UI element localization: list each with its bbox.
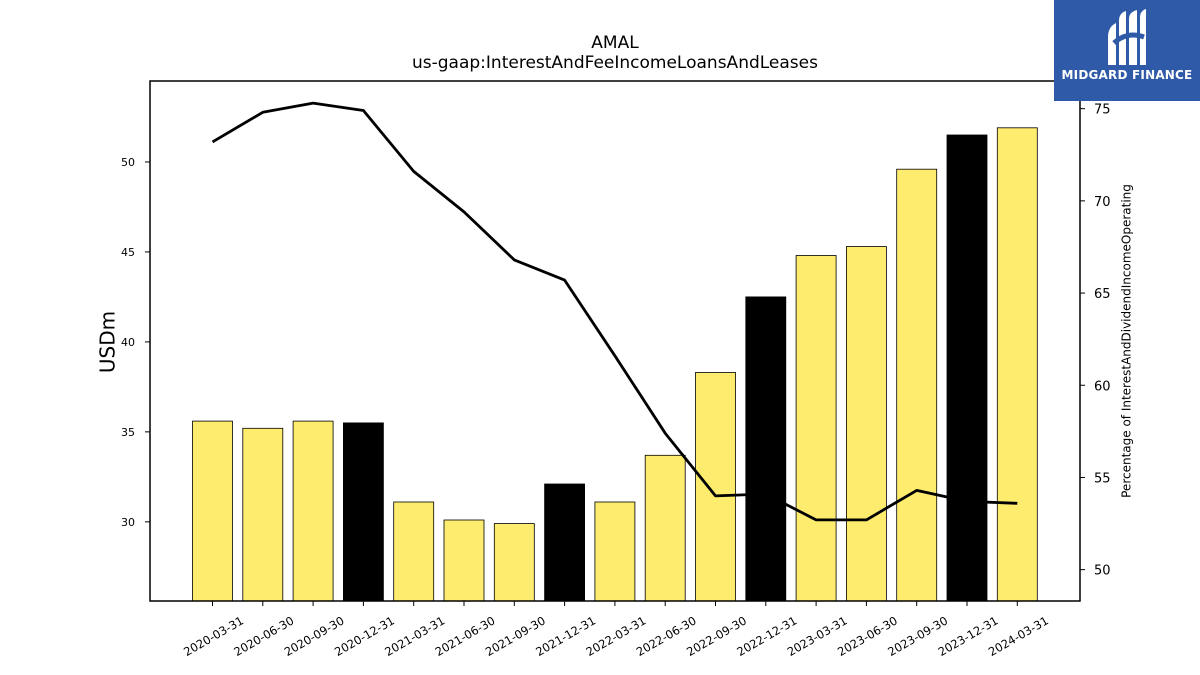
bar-2022-03-31 — [594, 501, 636, 602]
right-tick-label-55: 55 — [1094, 471, 1111, 486]
bar-2021-09-30 — [493, 523, 535, 602]
logo-text: MIDGARD FINANCE — [1061, 68, 1193, 82]
midgard-finance-logo: MIDGARD FINANCE — [1054, 0, 1200, 101]
percentage-line — [211, 101, 1018, 522]
bar-2023-06-30 — [846, 246, 887, 602]
bar-2024-03-31 — [996, 127, 1038, 602]
right-axis: 50 55 60 65 70 75 — [1080, 103, 1111, 579]
bar-2023-03-31 — [795, 255, 837, 602]
bar-2020-09-30 — [292, 420, 334, 602]
bar-2020-12-31 — [342, 422, 384, 602]
left-tick-label-30: 30 — [121, 516, 135, 529]
logo-mark-icon — [1108, 9, 1146, 65]
bar-2023-12-31 — [946, 134, 988, 602]
right-tick-label-70: 70 — [1094, 195, 1111, 210]
left-tick-label-35: 35 — [121, 426, 135, 439]
right-tick-label-65: 65 — [1094, 287, 1111, 302]
bar-2022-06-30 — [644, 454, 686, 602]
left-tick-label-50: 50 — [121, 156, 135, 169]
chart-title: AMAL — [591, 33, 639, 53]
bar-2021-03-31 — [393, 501, 435, 602]
right-tick-label-60: 60 — [1094, 379, 1111, 394]
bars-group — [192, 127, 1038, 602]
bar-2020-03-31 — [192, 420, 233, 602]
bar-2020-06-30 — [242, 427, 284, 602]
left-tick-label-40: 40 — [121, 336, 135, 349]
chart-subtitle: us-gaap:InterestAndFeeIncomeLoansAndLeas… — [412, 53, 818, 73]
bar-2022-12-31 — [745, 296, 787, 602]
line-group — [211, 101, 1018, 522]
bar-2022-09-30 — [695, 372, 736, 602]
right-axis-label: Percentage of InterestAndDividendIncomeO… — [1120, 184, 1134, 498]
left-tick-label-45: 45 — [121, 246, 135, 259]
bar-2021-12-31 — [544, 483, 585, 602]
left-axis-label: USDm — [96, 311, 120, 373]
right-tick-label-75: 75 — [1094, 103, 1111, 118]
left-axis: 30 35 40 45 50 — [121, 156, 150, 529]
right-tick-label-50: 50 — [1094, 564, 1111, 579]
bar-2023-09-30 — [896, 168, 938, 602]
x-axis: 2020-03-312020-06-302020-09-302020-12-31… — [181, 601, 1051, 659]
bar-2021-06-30 — [443, 519, 485, 602]
